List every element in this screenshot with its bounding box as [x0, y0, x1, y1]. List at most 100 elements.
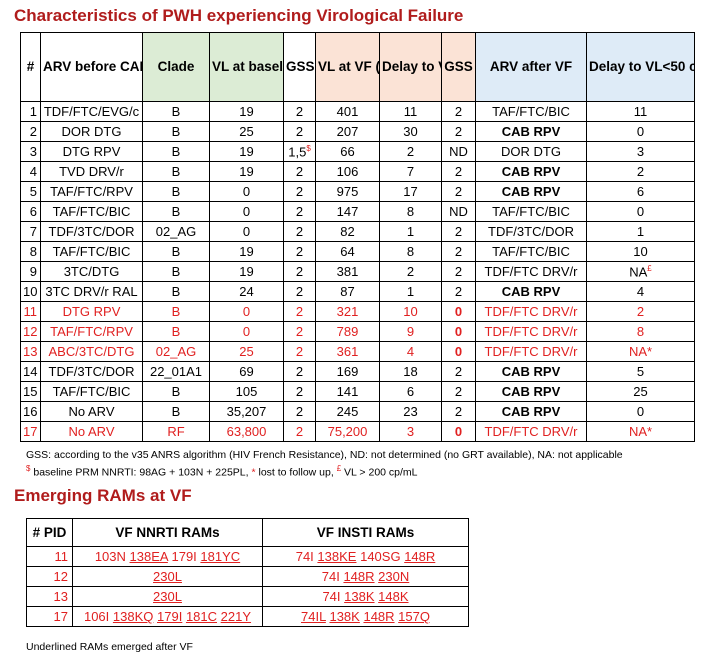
cell-arv-before: TAF/FTC/RPV [40, 321, 143, 342]
cell-clade: B [142, 241, 210, 262]
rams-header-insti: VF INSTI RAMs [262, 518, 469, 547]
cell-gss-vf-text: 2 [454, 164, 463, 179]
cell-delay-vl50-text: 0 [636, 204, 645, 219]
cell-gss-vf: ND [441, 141, 476, 162]
cell-delay-vl50: 10 [586, 241, 695, 262]
cell-gss-vf-text: ND [449, 204, 468, 219]
cell-gss-baseline: 2 [283, 121, 316, 142]
cell-delay-vl50: 4 [586, 281, 695, 302]
cell-delay-vl50: NA* [586, 341, 695, 362]
cell-vl-vf-text: 401 [336, 104, 359, 119]
cell-delay-vl50-text: 3 [636, 144, 645, 159]
cell-vl-vf-text: 381 [336, 264, 359, 279]
cell-vl-vf: 321 [315, 301, 380, 322]
cell-gss-baseline: 2 [283, 301, 316, 322]
cell-num: 3 [20, 141, 41, 162]
cell-delay-vl50-text: 0 [636, 124, 645, 139]
cell-vl-baseline-text: 19 [239, 264, 254, 279]
cell-arv-after: TAF/FTC/BIC [475, 101, 587, 122]
footnote-text-1: baseline PRM NNRTI: 98AG + 103N + 225PL, [30, 466, 252, 479]
cell-delay-vf-text: 7 [406, 164, 415, 179]
cell-delay-vf-text: 11 [403, 104, 418, 119]
mutation: 148R [363, 609, 395, 624]
mutation: 103N [94, 549, 126, 564]
table-row: 1 TDF/FTC/EVG/c B 19 2 401 11 2 TAF/FTC/BIC 11 [20, 101, 695, 122]
cell-num-text: 9 [29, 264, 37, 279]
cell-delay-vl50-text: NA [629, 264, 648, 280]
table-row: 2 DOR DTG B 25 2 207 30 2 CAB RPV 0 [20, 121, 695, 142]
cell-clade-text: B [171, 204, 181, 219]
cell-delay-vf: 9 [379, 321, 442, 342]
cell-vl-baseline-text: 19 [239, 244, 254, 259]
cell-vl-vf-text: 321 [336, 304, 359, 319]
cell-delay-vl50: 0 [586, 121, 695, 142]
cell-arv-before: DTG RPV [40, 141, 143, 162]
table-row: 6 TAF/FTC/BIC B 0 2 147 8 ND TAF/FTC/BIC 0 [20, 201, 695, 222]
cell-gss-baseline-text: 2 [295, 304, 304, 319]
cell-vl-baseline-text: 0 [242, 184, 251, 199]
mutation: 106I [83, 609, 110, 624]
cell-clade-text: B [171, 164, 181, 179]
cell-vl-vf: 381 [315, 261, 380, 282]
cell-gss-vf: 2 [441, 181, 476, 202]
cell-arv-before: No ARV [40, 421, 143, 442]
cell-vl-baseline: 25 [209, 341, 284, 362]
cell-gss-vf: 2 [441, 221, 476, 242]
cell-arv-before: TDF/3TC/DOR [40, 221, 143, 242]
cell-vl-vf: 64 [315, 241, 380, 262]
footnote-text-2: lost to follow up, [255, 466, 337, 479]
cell-vl-baseline-text: 19 [239, 164, 254, 179]
cell-vl-baseline: 0 [209, 181, 284, 202]
cell-gss-baseline-text: 2 [295, 384, 304, 399]
cell-arv-after: CAB RPV [475, 281, 587, 302]
cell-arv-before-text: 3TC DRV/r RAL [45, 284, 138, 299]
cell-vl-baseline: 0 [209, 321, 284, 342]
cell-gss-vf-text: ND [449, 144, 468, 159]
cell-num-text: 17 [23, 424, 38, 439]
cell-delay-vf-text: 30 [403, 124, 418, 139]
cell-arv-after-text: CAB RPV [501, 404, 561, 419]
footnote-sym-dollar: $ [26, 464, 31, 473]
cell-arv-after-text: CAB RPV [501, 384, 561, 399]
cell-clade-text: B [171, 244, 181, 259]
cell-gss-vf-text: 0 [454, 304, 463, 319]
rams-cell-nnrti: 230L [72, 566, 263, 587]
cell-delay-vf-text: 2 [406, 264, 415, 279]
cell-vl-vf-text: 66 [340, 144, 355, 159]
cell-vl-vf: 66 [315, 141, 380, 162]
cell-clade: B [142, 321, 210, 342]
footnote-gss: GSS: according to the v35 ANRS algorithm… [26, 449, 623, 461]
cell-vl-vf-text: 245 [336, 404, 359, 419]
cell-vl-vf-text: 207 [336, 124, 359, 139]
cell-arv-after: CAB RPV [475, 181, 587, 202]
cell-delay-vf-text: 3 [406, 424, 415, 439]
rams-cell-pid: 13 [26, 586, 73, 607]
cell-arv-before-text: TAF/FTC/RPV [50, 184, 133, 199]
cell-gss-baseline: 2 [283, 201, 316, 222]
cell-arv-before-text: TAF/FTC/BIC [52, 204, 131, 219]
cell-num: 1 [20, 101, 41, 122]
cell-clade-text: B [171, 104, 181, 119]
cell-delay-vl50: 25 [586, 381, 695, 402]
cell-delay-vf: 30 [379, 121, 442, 142]
cell-clade-text: 22_01A1 [149, 364, 203, 379]
cell-num: 9 [20, 261, 41, 282]
cell-delay-vl50: 2 [586, 161, 695, 182]
cell-arv-after-text: TDF/FTC DRV/r [484, 264, 578, 279]
table-row: 8 TAF/FTC/BIC B 19 2 64 8 2 TAF/FTC/BIC 10 [20, 241, 695, 262]
cell-delay-vl50-superscript: £ [647, 263, 652, 273]
cell-num: 13 [20, 341, 41, 362]
table-row: 16 No ARV B 35,207 2 245 23 2 CAB RPV 0 [20, 401, 695, 422]
cell-gss-vf-text: 2 [454, 264, 463, 279]
cell-arv-before-text: ABC/3TC/DTG [48, 344, 135, 359]
rams-cell-insti: 74I 138KE 140SG 148R [262, 546, 469, 567]
cell-arv-before-text: TDF/FTC/EVG/c [43, 104, 140, 119]
cell-delay-vl50: 8 [586, 321, 695, 342]
cell-gss-baseline-text: 2 [295, 104, 304, 119]
cell-gss-vf: 0 [441, 321, 476, 342]
header-vl-baseline: VL at baseline (cp/mL) [209, 32, 284, 102]
rams-cell-pid: 12 [26, 566, 73, 587]
rams-cell-pid: 11 [26, 546, 73, 567]
cell-vl-vf: 169 [315, 361, 380, 382]
cell-gss-vf-text: 0 [454, 324, 463, 339]
